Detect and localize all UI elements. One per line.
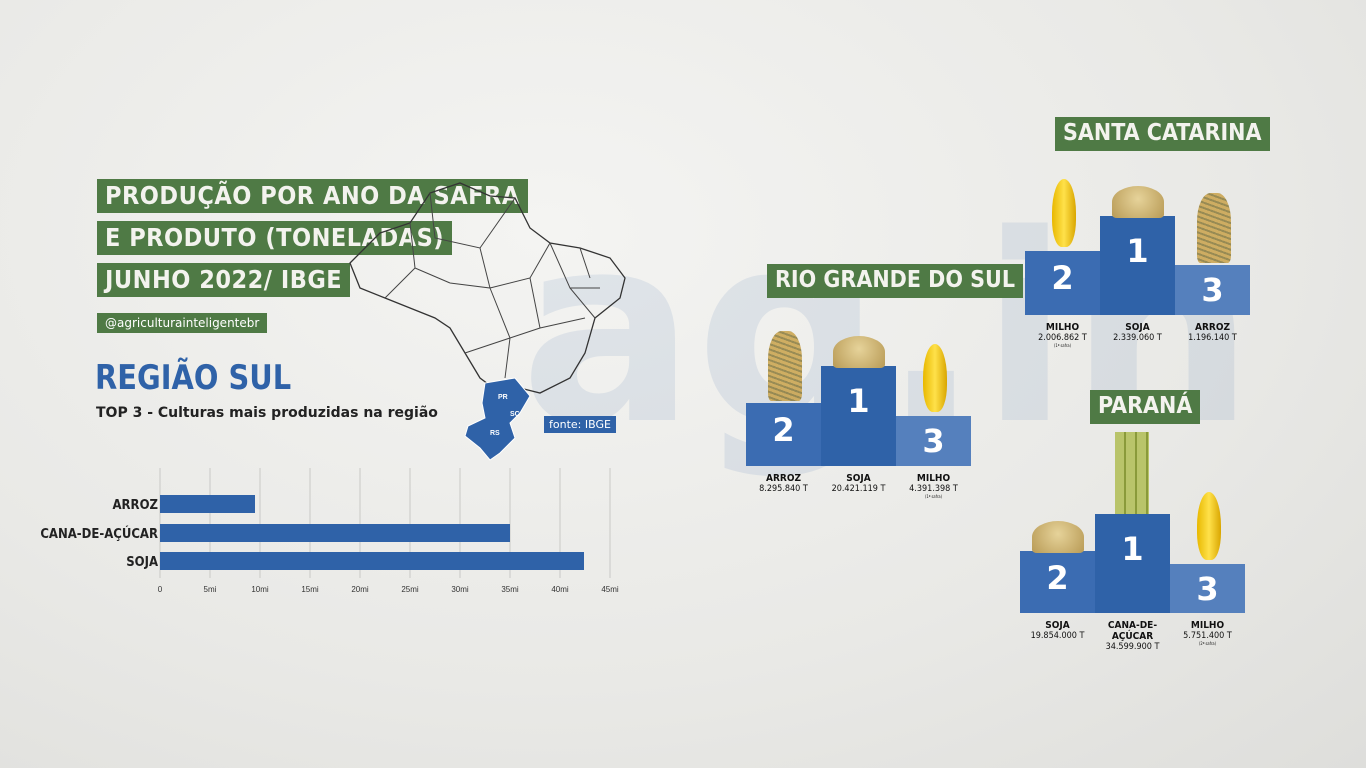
bar-0 [160, 495, 255, 513]
crop-name: SOJA [1045, 620, 1070, 631]
podium-label: MILHO 2.006.862 T (1ª safra) [1025, 322, 1100, 348]
podium-rank: 2 [772, 411, 795, 449]
podium-rank: 3 [1196, 570, 1219, 608]
podium-rank: 1 [847, 382, 870, 420]
crop-note: (1ª safra) [1054, 343, 1071, 348]
podium-label: ARROZ 1.196.140 T [1175, 322, 1250, 343]
x-tick-label: 15mi [301, 585, 319, 594]
crop-name: SOJA [846, 473, 871, 484]
podium-rank: 3 [1201, 271, 1224, 309]
x-tick-label: 5mi [204, 585, 217, 594]
corn-icon [1197, 492, 1221, 560]
corn-icon [1052, 179, 1076, 247]
region-title: REGIÃO SUL [95, 358, 292, 398]
x-tick-label: 20mi [351, 585, 369, 594]
podium-label: SOJA 19.854.000 T [1020, 620, 1095, 641]
crop-value: 19.854.000 T [1030, 631, 1085, 641]
podium-label: SOJA 2.339.060 T [1100, 322, 1175, 343]
crop-name: MILHO [916, 473, 951, 484]
crop-value: 8.295.840 T [759, 484, 808, 494]
south-region [464, 377, 531, 461]
podium-rank: 3 [922, 422, 945, 460]
podium-step: 3 [1170, 564, 1245, 613]
map-label-pr: PR [498, 394, 508, 401]
x-tick-label: 30mi [451, 585, 469, 594]
x-tick-label: 45mi [601, 585, 619, 594]
crop-name: CANA-DE-AÇÚCAR [1107, 620, 1158, 642]
podium-step: 2 [746, 403, 821, 466]
podium-label: MILHO 5.751.400 T (2ª safra) [1170, 620, 1245, 646]
corn-icon [923, 344, 947, 412]
crop-name: ARROZ [766, 473, 801, 484]
podium-rank: 1 [1126, 232, 1149, 270]
state-borders [384, 192, 600, 379]
crop-value: 34.599.900 T [1105, 642, 1160, 652]
crop-name: MILHO [1045, 322, 1080, 333]
bar-1 [160, 524, 510, 542]
chart-subtitle: TOP 3 - Culturas mais produzidas na regi… [96, 405, 438, 421]
rice-icon [1197, 193, 1231, 263]
title-line-3: JUNHO 2022/ IBGE [97, 263, 351, 297]
soybean-icon [1112, 186, 1164, 218]
podium-step: 1 [1100, 216, 1175, 315]
podium-rank: 2 [1051, 259, 1074, 297]
crop-value: 20.421.119 T [831, 484, 886, 494]
podium-step: 3 [1175, 265, 1250, 315]
crop-value: 1.196.140 T [1188, 333, 1237, 343]
rice-icon [768, 331, 802, 401]
state-title-pr: PARANÁ [1090, 390, 1201, 424]
crop-note: (1ª safra) [925, 494, 942, 499]
brazil-map: PR SC RS [349, 182, 626, 461]
podium-rank: 2 [1046, 559, 1069, 597]
category-label: SOJA [126, 555, 158, 570]
crop-value: 4.391.398 T [909, 484, 958, 494]
crop-note: (2ª safra) [1199, 641, 1216, 646]
podium-step: 2 [1020, 551, 1095, 613]
source-badge: fonte: IBGE [544, 416, 616, 433]
state-title-sc: SANTA CATARINA [1055, 117, 1270, 151]
soybean-icon [833, 336, 885, 368]
state-title-rs: RIO GRANDE DO SUL [767, 264, 1024, 298]
crop-name: MILHO [1190, 620, 1225, 631]
x-tick-label: 0 [158, 585, 163, 594]
x-tick-label: 25mi [401, 585, 419, 594]
x-tick-label: 35mi [501, 585, 519, 594]
bar-2 [160, 552, 584, 570]
social-handle: @agriculturainteligentebr [97, 313, 268, 333]
x-tick-label: 40mi [551, 585, 569, 594]
map-label-sc: SC [510, 411, 520, 418]
soybean-icon [1032, 521, 1084, 553]
podium-step: 1 [821, 366, 896, 466]
crop-value: 2.006.862 T [1038, 333, 1087, 343]
podium-label: MILHO 4.391.398 T (1ª safra) [896, 473, 971, 499]
map-label-rs: RS [490, 430, 500, 437]
podium-label: SOJA 20.421.119 T [821, 473, 896, 494]
podium-step: 3 [896, 416, 971, 466]
crop-name: SOJA [1125, 322, 1150, 333]
podium-label: ARROZ 8.295.840 T [746, 473, 821, 494]
bar-chart: 0 5mi 10mi 15mi 20mi 25mi 30mi 35mi 40mi 45mi ARRO… [40, 468, 619, 594]
crop-name: ARROZ [1195, 322, 1230, 333]
podium-rank: 1 [1121, 530, 1144, 568]
podium-step: 2 [1025, 251, 1100, 315]
category-label: CANA-DE-AÇÚCAR [40, 526, 158, 542]
sugarcane-icon [1115, 432, 1149, 514]
title-line-2: E PRODUTO (TONELADAS) [97, 221, 453, 255]
category-label: ARROZ [113, 498, 159, 513]
crop-value: 2.339.060 T [1113, 333, 1162, 343]
crop-value: 5.751.400 T [1183, 631, 1232, 641]
podium-step: 1 [1095, 514, 1170, 613]
podium-label: CANA-DE-AÇÚCAR 34.599.900 T [1095, 620, 1170, 652]
x-tick-label: 10mi [251, 585, 269, 594]
